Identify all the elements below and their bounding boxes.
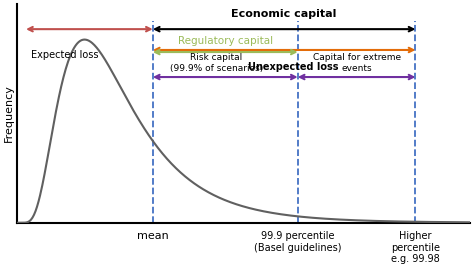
Text: Higher
percentile
e.g. 99.98: Higher percentile e.g. 99.98 xyxy=(391,231,440,264)
Text: Unexpected loss: Unexpected loss xyxy=(248,62,338,72)
Text: 99.9 percentile
(Basel guidelines): 99.9 percentile (Basel guidelines) xyxy=(254,231,341,253)
Text: Regulatory capital: Regulatory capital xyxy=(178,36,273,46)
Text: Risk capital
(99.9% of scenarios): Risk capital (99.9% of scenarios) xyxy=(170,54,263,73)
Text: Economic capital: Economic capital xyxy=(231,9,337,19)
Text: mean: mean xyxy=(137,231,169,241)
Text: Capital for extreme
events: Capital for extreme events xyxy=(312,54,401,73)
Y-axis label: Frequency: Frequency xyxy=(4,84,14,142)
Text: Expected loss: Expected loss xyxy=(30,50,98,60)
